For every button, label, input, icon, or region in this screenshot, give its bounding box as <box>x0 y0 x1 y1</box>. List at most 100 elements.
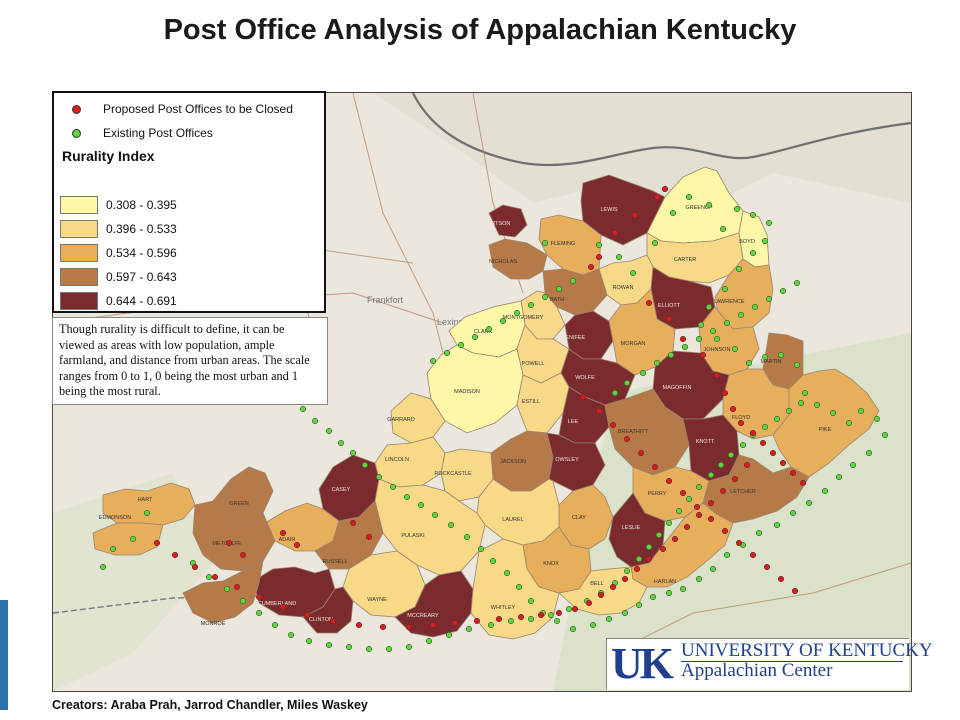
existing-post-office-marker[interactable] <box>489 557 497 565</box>
existing-post-office-marker[interactable] <box>653 359 661 367</box>
existing-post-office-marker[interactable] <box>239 597 247 605</box>
closed-post-office-marker[interactable] <box>355 621 363 629</box>
closed-post-office-marker[interactable] <box>743 461 751 469</box>
existing-post-office-marker[interactable] <box>547 611 555 619</box>
existing-post-office-marker[interactable] <box>669 209 677 217</box>
closed-post-office-marker[interactable] <box>721 527 729 535</box>
existing-post-office-marker[interactable] <box>403 493 411 501</box>
existing-post-office-marker[interactable] <box>765 295 773 303</box>
existing-post-office-marker[interactable] <box>129 535 137 543</box>
existing-post-office-marker[interactable] <box>499 317 507 325</box>
existing-post-office-marker[interactable] <box>773 415 781 423</box>
existing-post-office-marker[interactable] <box>695 575 703 583</box>
existing-post-office-marker[interactable] <box>723 319 731 327</box>
existing-post-office-marker[interactable] <box>717 461 725 469</box>
existing-post-office-marker[interactable] <box>665 519 673 527</box>
closed-post-office-marker[interactable] <box>611 229 619 237</box>
existing-post-office-marker[interactable] <box>649 593 657 601</box>
existing-post-office-marker[interactable] <box>739 441 747 449</box>
existing-post-office-marker[interactable] <box>349 449 357 457</box>
existing-post-office-marker[interactable] <box>629 269 637 277</box>
existing-post-office-marker[interactable] <box>541 239 549 247</box>
closed-post-office-marker[interactable] <box>429 621 437 629</box>
existing-post-office-marker[interactable] <box>405 643 413 651</box>
closed-post-office-marker[interactable] <box>609 583 617 591</box>
existing-post-office-marker[interactable] <box>773 521 781 529</box>
existing-post-office-marker[interactable] <box>805 499 813 507</box>
existing-post-office-marker[interactable] <box>873 415 881 423</box>
existing-post-office-marker[interactable] <box>685 193 693 201</box>
closed-post-office-marker[interactable] <box>789 469 797 477</box>
existing-post-office-marker[interactable] <box>779 287 787 295</box>
closed-post-office-marker[interactable] <box>671 535 679 543</box>
existing-post-office-marker[interactable] <box>639 369 647 377</box>
existing-post-office-marker[interactable] <box>777 351 785 359</box>
closed-post-office-marker[interactable] <box>517 613 525 621</box>
county-monroe[interactable] <box>182 560 264 624</box>
existing-post-office-marker[interactable] <box>813 401 821 409</box>
closed-post-office-marker[interactable] <box>191 563 199 571</box>
existing-post-office-marker[interactable] <box>589 621 597 629</box>
closed-post-office-marker[interactable] <box>153 539 161 547</box>
existing-post-office-marker[interactable] <box>417 501 425 509</box>
existing-post-office-marker[interactable] <box>709 565 717 573</box>
existing-post-office-marker[interactable] <box>337 439 345 447</box>
existing-post-office-marker[interactable] <box>635 555 643 563</box>
closed-post-office-marker[interactable] <box>763 563 771 571</box>
existing-post-office-marker[interactable] <box>425 637 433 645</box>
existing-post-office-marker[interactable] <box>541 293 549 301</box>
existing-post-office-marker[interactable] <box>655 531 663 539</box>
county-morgan[interactable] <box>608 288 676 376</box>
closed-post-office-marker[interactable] <box>595 407 603 415</box>
existing-post-office-marker[interactable] <box>527 597 535 605</box>
existing-post-office-marker[interactable] <box>695 483 703 491</box>
existing-post-office-marker[interactable] <box>761 237 769 245</box>
existing-post-office-marker[interactable] <box>723 551 731 559</box>
existing-post-office-marker[interactable] <box>445 631 453 639</box>
existing-post-office-marker[interactable] <box>623 567 631 575</box>
county-breathitt[interactable] <box>604 388 690 476</box>
existing-post-office-marker[interactable] <box>835 473 843 481</box>
existing-post-office-marker[interactable] <box>727 451 735 459</box>
existing-post-office-marker[interactable] <box>443 349 451 357</box>
closed-post-office-marker[interactable] <box>621 575 629 583</box>
existing-post-office-marker[interactable] <box>299 405 307 413</box>
existing-post-office-marker[interactable] <box>485 325 493 333</box>
existing-post-office-marker[interactable] <box>345 643 353 651</box>
closed-post-office-marker[interactable] <box>713 371 721 379</box>
closed-post-office-marker[interactable] <box>749 429 757 437</box>
closed-post-office-marker[interactable] <box>631 211 639 219</box>
closed-post-office-marker[interactable] <box>729 405 737 413</box>
existing-post-office-marker[interactable] <box>719 225 727 233</box>
closed-post-office-marker[interactable] <box>653 193 661 201</box>
existing-post-office-marker[interactable] <box>553 617 561 625</box>
closed-post-office-marker[interactable] <box>587 263 595 271</box>
existing-post-office-marker[interactable] <box>675 507 683 515</box>
closed-post-office-marker[interactable] <box>779 459 787 467</box>
existing-post-office-marker[interactable] <box>845 419 853 427</box>
existing-post-office-marker[interactable] <box>749 211 757 219</box>
closed-post-office-marker[interactable] <box>719 487 727 495</box>
existing-post-office-marker[interactable] <box>463 533 471 541</box>
existing-post-office-marker[interactable] <box>797 399 805 407</box>
closed-post-office-marker[interactable] <box>365 533 373 541</box>
existing-post-office-marker[interactable] <box>651 239 659 247</box>
existing-post-office-marker[interactable] <box>735 265 743 273</box>
existing-post-office-marker[interactable] <box>623 379 631 387</box>
existing-post-office-marker[interactable] <box>737 311 745 319</box>
existing-post-office-marker[interactable] <box>513 309 521 317</box>
closed-post-office-marker[interactable] <box>737 419 745 427</box>
existing-post-office-marker[interactable] <box>755 529 763 537</box>
closed-post-office-marker[interactable] <box>255 593 263 601</box>
existing-post-office-marker[interactable] <box>709 327 717 335</box>
existing-post-office-marker[interactable] <box>595 241 603 249</box>
existing-post-office-marker[interactable] <box>667 351 675 359</box>
existing-post-office-marker[interactable] <box>801 389 809 397</box>
closed-post-office-marker[interactable] <box>633 565 641 573</box>
closed-post-office-marker[interactable] <box>769 449 777 457</box>
existing-post-office-marker[interactable] <box>429 357 437 365</box>
closed-post-office-marker[interactable] <box>473 617 481 625</box>
existing-post-office-marker[interactable] <box>487 621 495 629</box>
closed-post-office-marker[interactable] <box>679 489 687 497</box>
existing-post-office-marker[interactable] <box>865 449 873 457</box>
